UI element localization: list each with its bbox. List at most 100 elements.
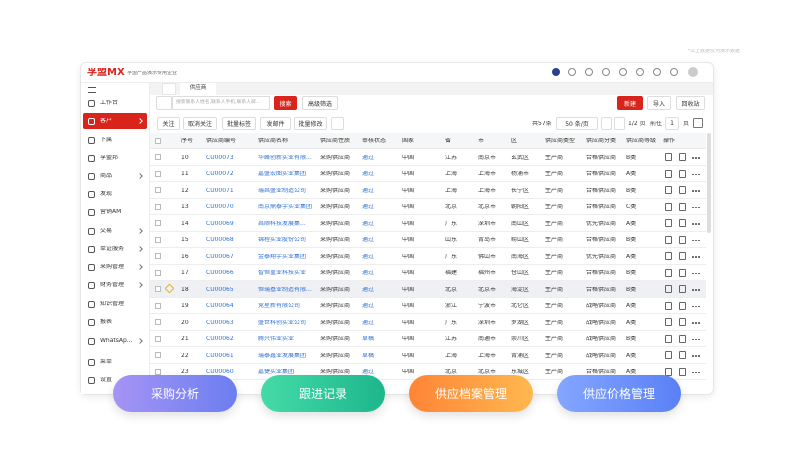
table-cell[interactable]: CU00069 bbox=[206, 220, 234, 227]
row-action-icon[interactable] bbox=[665, 367, 672, 376]
table-cell[interactable]: CU00068 bbox=[206, 237, 234, 243]
more-actions[interactable] bbox=[331, 117, 344, 130]
sidebar-item[interactable]: 孚盟邦 bbox=[100, 155, 119, 161]
table-cell[interactable]: 通过 bbox=[362, 171, 375, 177]
row-action-icon[interactable] bbox=[679, 351, 686, 359]
row-action-icon[interactable] bbox=[665, 301, 672, 310]
row-checkbox[interactable] bbox=[155, 335, 161, 342]
table-row[interactable] bbox=[150, 331, 706, 347]
row-action-icon[interactable] bbox=[679, 202, 686, 211]
sidebar-item[interactable]: 商品 bbox=[100, 173, 113, 179]
row-action-icon[interactable] bbox=[679, 334, 686, 343]
table-row[interactable] bbox=[150, 281, 706, 298]
header-icon[interactable] bbox=[653, 68, 661, 76]
table-cell[interactable]: 智恒重业科技实业 bbox=[258, 270, 307, 276]
header-icon[interactable] bbox=[670, 68, 678, 76]
table-row[interactable] bbox=[150, 347, 706, 364]
row-action-icon[interactable] bbox=[679, 252, 686, 260]
row-action-icon[interactable] bbox=[665, 169, 672, 178]
new-button[interactable]: 新建 bbox=[617, 96, 643, 110]
table-cell[interactable]: 嘉捷实业集团 bbox=[258, 369, 295, 375]
tab[interactable]: 供应商 bbox=[180, 83, 216, 95]
header-icon[interactable] bbox=[585, 68, 593, 76]
header-icon[interactable] bbox=[568, 68, 576, 76]
search-button[interactable]: 搜索 bbox=[274, 96, 297, 110]
sidebar-item[interactable]: 菜单 bbox=[100, 359, 113, 365]
table-cell[interactable]: 盛世科创实业公司 bbox=[258, 319, 307, 326]
row-action-icon[interactable] bbox=[679, 318, 686, 326]
table-cell[interactable]: 通过 bbox=[362, 319, 375, 326]
table-row[interactable] bbox=[150, 166, 706, 182]
row-action-icon[interactable] bbox=[665, 186, 672, 194]
row-action-icon[interactable] bbox=[679, 301, 686, 310]
row-checkbox[interactable] bbox=[155, 253, 161, 259]
row-action-icon[interactable] bbox=[679, 367, 686, 376]
table-row[interactable] bbox=[150, 232, 706, 248]
table-cell[interactable]: 南京鼎泰宇实业集团 bbox=[258, 204, 313, 210]
table-cell[interactable]: CU00063 bbox=[206, 319, 234, 326]
action-button[interactable]: 批量标签 bbox=[222, 117, 256, 130]
advanced-filter[interactable]: 高级筛选 bbox=[302, 96, 338, 110]
table-cell[interactable]: 锦程实业股份公司 bbox=[258, 237, 307, 243]
row-action-icon[interactable] bbox=[679, 219, 686, 227]
table-cell[interactable]: 通过 bbox=[362, 253, 375, 260]
row-action-icon[interactable] bbox=[665, 219, 672, 227]
row-action-icon[interactable] bbox=[665, 153, 672, 161]
table-row[interactable] bbox=[150, 149, 706, 166]
search-input[interactable]: 搜索联系人姓名,联系人手机,联系人邮... bbox=[172, 96, 270, 110]
table-cell[interactable]: CU00070 bbox=[206, 204, 234, 210]
table-row[interactable] bbox=[150, 248, 706, 265]
row-action-icon[interactable] bbox=[665, 285, 672, 293]
table-row[interactable] bbox=[150, 215, 706, 232]
table-cell[interactable]: 通过 bbox=[362, 154, 375, 161]
row-action-icon[interactable] bbox=[665, 268, 672, 277]
import-button[interactable]: 导入 bbox=[647, 96, 671, 110]
sidebar-item[interactable]: 客户 bbox=[100, 118, 113, 124]
row-action-icon[interactable] bbox=[679, 186, 686, 194]
table-cell[interactable]: CU00073 bbox=[206, 154, 234, 161]
header-icon[interactable] bbox=[552, 68, 560, 76]
row-checkbox[interactable] bbox=[155, 220, 161, 226]
action-button[interactable]: 发邮件 bbox=[260, 117, 291, 130]
table-cell[interactable]: 通过 bbox=[362, 237, 375, 243]
table-row[interactable] bbox=[150, 199, 706, 215]
row-checkbox[interactable] bbox=[155, 302, 161, 309]
row-action-icon[interactable] bbox=[679, 285, 686, 293]
table-cell[interactable]: 华峰创新实业有限... bbox=[258, 154, 312, 161]
goto-input[interactable]: 1 bbox=[665, 117, 679, 130]
row-checkbox[interactable] bbox=[155, 286, 161, 292]
column-settings[interactable] bbox=[693, 118, 703, 128]
table-row[interactable] bbox=[150, 314, 706, 331]
table-cell[interactable]: 通过 bbox=[362, 303, 375, 309]
table-cell[interactable]: CU00072 bbox=[206, 171, 234, 177]
row-action-icon[interactable] bbox=[679, 153, 686, 161]
sidebar-item[interactable]: 营销AM bbox=[100, 209, 122, 215]
prev-page[interactable] bbox=[601, 117, 612, 130]
page-size[interactable]: 50 条/页 bbox=[556, 117, 598, 130]
header-icon[interactable] bbox=[602, 68, 610, 76]
table-cell[interactable]: CU00060 bbox=[206, 369, 234, 375]
table-cell[interactable]: 通过 bbox=[362, 187, 375, 194]
sidebar-item[interactable]: 设置 bbox=[100, 377, 113, 383]
table-cell[interactable]: 金泰翔宇实业集团 bbox=[258, 253, 307, 260]
sidebar-item[interactable]: 财务管理 bbox=[100, 282, 125, 288]
header-checkbox[interactable] bbox=[155, 138, 161, 144]
table-cell[interactable]: CU00064 bbox=[206, 303, 234, 309]
sidebar-item[interactable]: 单证服务 bbox=[100, 246, 125, 252]
row-checkbox[interactable] bbox=[155, 203, 161, 210]
row-checkbox[interactable] bbox=[155, 154, 161, 160]
table-cell[interactable]: 通过 bbox=[362, 204, 375, 210]
action-button[interactable]: 关注 bbox=[157, 117, 180, 130]
home-tab[interactable] bbox=[162, 83, 176, 95]
row-action-icon[interactable] bbox=[665, 202, 672, 211]
sidebar-item[interactable]: 采购管理 bbox=[100, 264, 125, 270]
table-cell[interactable]: CU00065 bbox=[206, 286, 234, 293]
row-action-icon[interactable] bbox=[665, 318, 672, 326]
header-icon[interactable] bbox=[636, 68, 644, 76]
table-cell[interactable]: 草稿 bbox=[362, 352, 375, 359]
row-action-icon[interactable] bbox=[665, 235, 672, 244]
avatar[interactable] bbox=[688, 67, 698, 77]
row-checkbox[interactable] bbox=[155, 352, 161, 358]
feature-pill[interactable]: 跟进记录 bbox=[261, 375, 385, 412]
row-checkbox[interactable] bbox=[155, 170, 161, 177]
